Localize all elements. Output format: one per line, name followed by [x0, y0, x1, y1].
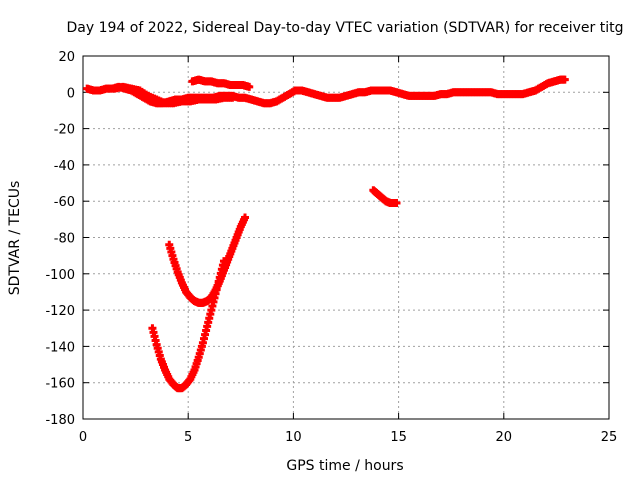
data-point — [228, 93, 237, 102]
data-point — [241, 213, 250, 222]
y-axis-label: SDTVAR / TECUs — [7, 181, 23, 296]
y-tick-label: -160 — [45, 377, 75, 392]
x-tick-label: 5 — [184, 430, 192, 445]
y-tick-label: -100 — [45, 268, 75, 283]
x-tick-label: 20 — [496, 430, 513, 445]
data-point — [245, 82, 254, 91]
y-tick-label: -80 — [54, 232, 75, 247]
x-axis-label: GPS time / hours — [286, 458, 403, 474]
x-tick-label: 25 — [601, 430, 618, 445]
y-tick-label: -180 — [45, 413, 75, 428]
y-axis: 20 0 -20 -40 -60 -80 -100 -120 -140 -160 -180 — [45, 50, 609, 428]
chart-title: Day 194 of 2022, Sidereal Day-to-day VTE… — [67, 20, 624, 36]
y-tick-label: -20 — [54, 123, 75, 138]
series-4 — [165, 213, 250, 307]
x-tick-label: 10 — [285, 430, 302, 445]
y-tick-label: -40 — [54, 159, 75, 174]
series-2 — [110, 82, 237, 108]
series-5 — [369, 186, 401, 208]
series-1 — [188, 75, 254, 91]
y-tick-label: -120 — [45, 304, 75, 319]
data-point — [560, 75, 569, 84]
data-points — [83, 75, 569, 393]
x-tick-label: 15 — [390, 430, 407, 445]
x-tick-label: 0 — [79, 430, 87, 445]
x-axis: 0 5 10 15 20 25 — [79, 56, 617, 445]
y-tick-label: 20 — [58, 50, 75, 65]
y-tick-label: -60 — [54, 195, 75, 210]
y-tick-label: 0 — [67, 86, 75, 101]
y-tick-label: -140 — [45, 340, 75, 355]
grid-lines — [83, 56, 609, 419]
data-point — [392, 199, 401, 208]
